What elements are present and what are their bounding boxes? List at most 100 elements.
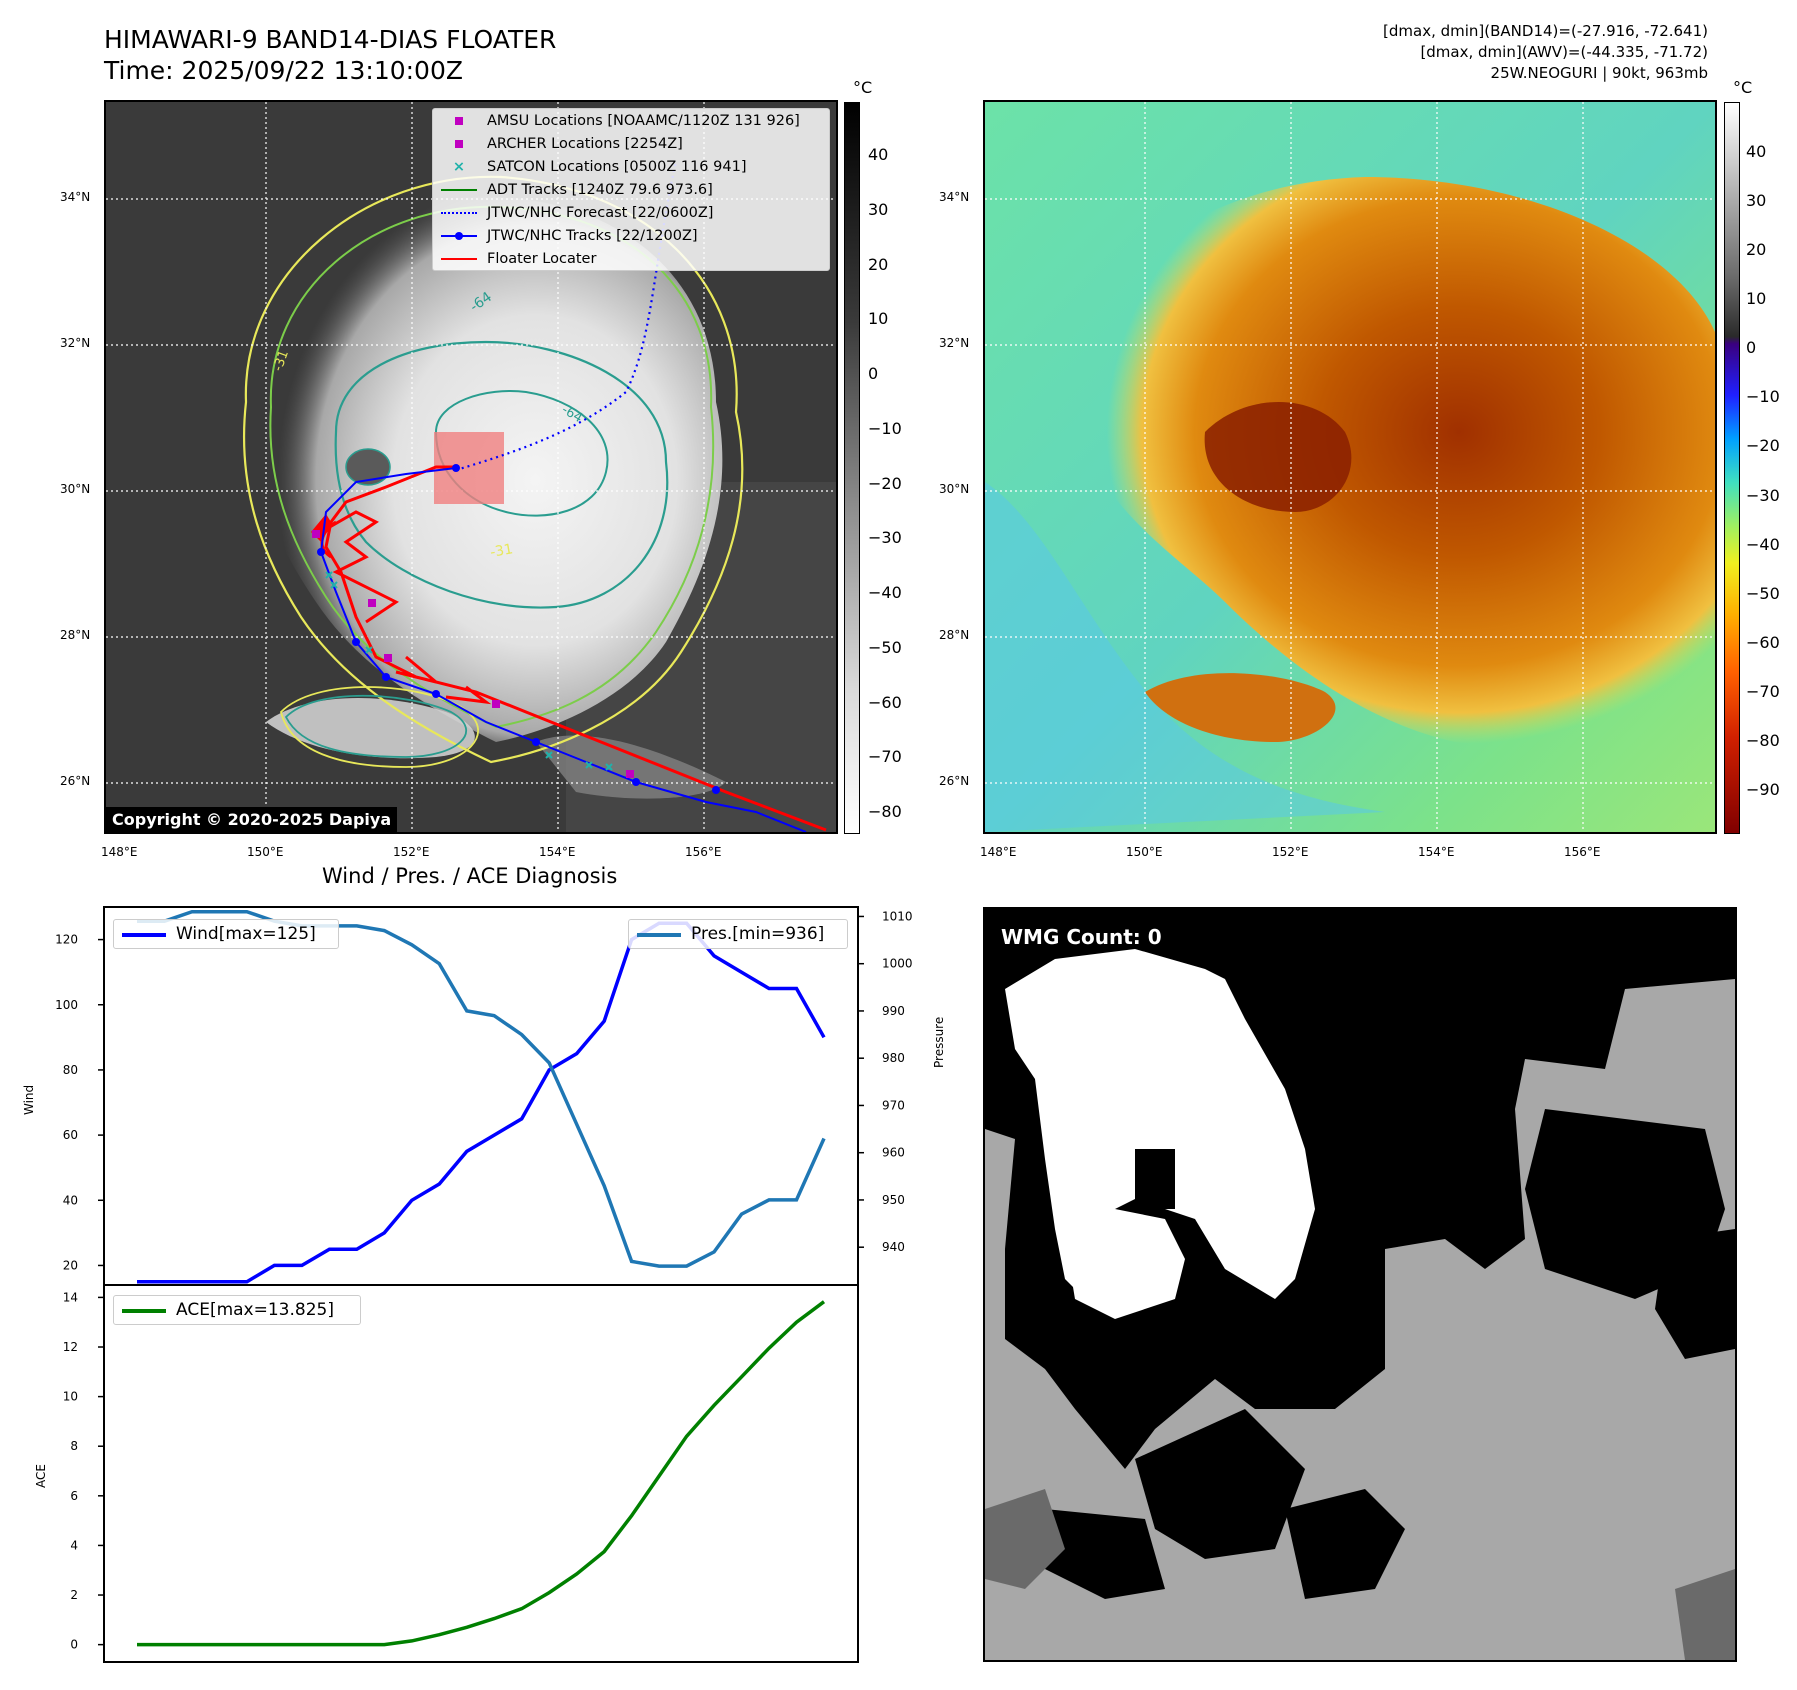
colorbar-tick-label: 10 bbox=[868, 309, 889, 329]
colorbar-tick-label: 0 bbox=[1746, 338, 1757, 358]
contour-teal bbox=[334, 340, 669, 609]
wmg-white-region bbox=[1005, 949, 1315, 1299]
ace-ticks: 0 2 4 6 8 10 12 14 bbox=[63, 1290, 104, 1652]
axis-tick-label: 100 bbox=[55, 998, 78, 1012]
axis-tick-label: 960 bbox=[882, 1146, 905, 1160]
lat-label: 32°N bbox=[60, 336, 91, 350]
figure-time: Time: 2025/09/22 13:10:00Z bbox=[104, 56, 463, 85]
axis-tick-label: 14 bbox=[63, 1290, 78, 1304]
line-marker-icon bbox=[122, 1309, 166, 1313]
axis-tick-label: 20 bbox=[63, 1258, 78, 1272]
awv-map-panel bbox=[983, 100, 1717, 834]
legend-floater: Floater Locater bbox=[433, 247, 829, 270]
pressure-axis-label: Pressure bbox=[932, 1016, 946, 1068]
line-marker-icon bbox=[441, 188, 477, 191]
lon-label: 156°E bbox=[685, 845, 722, 859]
lon-label: 148°E bbox=[980, 845, 1017, 859]
diag-title: Wind / Pres. / ACE Diagnosis bbox=[322, 864, 618, 888]
lat-label: 26°N bbox=[60, 774, 91, 788]
legend-archer: ARCHER Locations [2254Z] bbox=[433, 132, 829, 155]
wind-ticks: 20 40 60 80 100 120 bbox=[55, 933, 104, 1272]
axis-tick-label: 60 bbox=[63, 1128, 78, 1142]
info-storm: 25W.NEOGURI | 90kt, 963mb bbox=[1490, 64, 1708, 82]
colorbar-tick-label: 40 bbox=[1746, 142, 1767, 161]
ace-legend: ACE[max=13.825] bbox=[113, 1295, 361, 1325]
lon-label: 152°E bbox=[393, 845, 430, 859]
colorbar-tick-label: −20 bbox=[868, 473, 902, 493]
wind-plot-frame bbox=[103, 906, 859, 1286]
axis-tick-label: 4 bbox=[70, 1538, 78, 1552]
info-awv: [dmax, dmin](AWV)=(-44.335, -71.72) bbox=[1420, 43, 1708, 61]
colorbar-tick-label: −90 bbox=[1746, 780, 1780, 799]
lat-label: 28°N bbox=[60, 628, 91, 642]
colorbar-tick-label: −80 bbox=[1746, 730, 1780, 750]
axis-tick-label: 990 bbox=[882, 1004, 905, 1018]
ir-colorbar-unit: °C bbox=[853, 78, 873, 97]
legend-forecast: JTWC/NHC Forecast [22/0600Z] bbox=[433, 201, 829, 224]
x-marker-icon: × bbox=[452, 158, 466, 175]
axis-tick-label: 12 bbox=[63, 1340, 78, 1354]
colorbar-tick-label: −20 bbox=[1746, 436, 1780, 456]
axis-tick-label: 950 bbox=[882, 1193, 905, 1207]
axis-tick-label: 1000 bbox=[882, 957, 913, 971]
colorbar-tick-label: 30 bbox=[868, 199, 889, 219]
ir-map-panel: -64 -31 -64 -31 bbox=[104, 100, 838, 834]
lat-label: 26°N bbox=[939, 774, 970, 788]
axis-tick-label: 80 bbox=[63, 1063, 78, 1077]
colorbar-tick-label: −10 bbox=[868, 418, 902, 438]
axis-tick-label: 10 bbox=[63, 1390, 78, 1404]
ir-colorbar bbox=[844, 102, 860, 834]
axis-tick-label: 40 bbox=[63, 1193, 78, 1207]
colorbar-tick-label: −60 bbox=[1746, 632, 1780, 652]
pressure-legend: Pres.[min=936] bbox=[628, 919, 848, 949]
lon-label: 154°E bbox=[1418, 845, 1455, 859]
lat-label: 30°N bbox=[60, 482, 91, 496]
axis-tick-label: 0 bbox=[70, 1638, 78, 1652]
copyright-badge: Copyright © 2020-2025 Dapiya bbox=[106, 807, 398, 832]
adt-track bbox=[320, 465, 827, 832]
colorbar-tick-label: −60 bbox=[868, 692, 902, 712]
colorbar-tick-label: −40 bbox=[1746, 534, 1780, 554]
awv-colorbar bbox=[1724, 102, 1740, 834]
colorbar-tick-label: 40 bbox=[868, 145, 889, 164]
axis-tick-label: 970 bbox=[882, 1098, 905, 1112]
colorbar-tick-label: 10 bbox=[1746, 289, 1767, 309]
axis-tick-label: 2 bbox=[70, 1588, 78, 1602]
awv-cloud bbox=[1074, 177, 1715, 744]
axis-tick-label: 1010 bbox=[882, 909, 913, 923]
colorbar-tick-label: −70 bbox=[868, 747, 902, 767]
axis-tick-label: 940 bbox=[882, 1240, 905, 1254]
colorbar-tick-label: −70 bbox=[1746, 681, 1780, 701]
legend-tracks: JTWC/NHC Tracks [22/1200Z] bbox=[433, 224, 829, 247]
map-legend: AMSU Locations [NOAAMC/1120Z 131 926] AR… bbox=[432, 108, 830, 271]
dotted-line-icon bbox=[441, 211, 477, 214]
wmg-panel: WMG Count: 0 bbox=[983, 907, 1737, 1662]
colorbar-tick-label: 20 bbox=[1746, 240, 1767, 260]
awv-colorbar-unit: °C bbox=[1733, 78, 1753, 97]
lat-label: 34°N bbox=[939, 190, 970, 204]
awv-grid bbox=[985, 102, 1715, 832]
colorbar-tick-label: −10 bbox=[1746, 387, 1780, 407]
legend-amsu: AMSU Locations [NOAAMC/1120Z 131 926] bbox=[433, 109, 829, 132]
colorbar-tick-label: −30 bbox=[868, 528, 902, 548]
legend-adt: ADT Tracks [1240Z 79.6 973.6] bbox=[433, 178, 829, 201]
lon-label: 150°E bbox=[1126, 845, 1163, 859]
contour-label: -31 bbox=[489, 541, 514, 561]
line-marker-icon bbox=[441, 257, 477, 260]
axis-tick-label: 120 bbox=[55, 933, 78, 947]
wmg-svg bbox=[985, 909, 1735, 1660]
figure-title: HIMAWARI-9 BAND14-DIAS FLOATER bbox=[104, 25, 557, 54]
lon-label: 150°E bbox=[247, 845, 284, 859]
pressure-ticks: 940 950 960 970 980 990 1000 1010 bbox=[858, 909, 913, 1254]
contour-label: -31 bbox=[271, 348, 292, 373]
colorbar-tick-label: −50 bbox=[1746, 583, 1780, 603]
awv-map-svg bbox=[985, 102, 1715, 832]
lon-label: 152°E bbox=[1272, 845, 1309, 859]
legend-satcon: × SATCON Locations [0500Z 116 941] bbox=[433, 155, 829, 178]
colorbar-tick-label: −30 bbox=[1746, 485, 1780, 505]
colorbar-tick-label: 20 bbox=[868, 254, 889, 274]
axis-tick-label: 980 bbox=[882, 1051, 905, 1065]
square-marker-icon bbox=[455, 116, 463, 125]
lat-label: 32°N bbox=[939, 336, 970, 350]
wmg-count-label: WMG Count: 0 bbox=[1001, 925, 1162, 949]
